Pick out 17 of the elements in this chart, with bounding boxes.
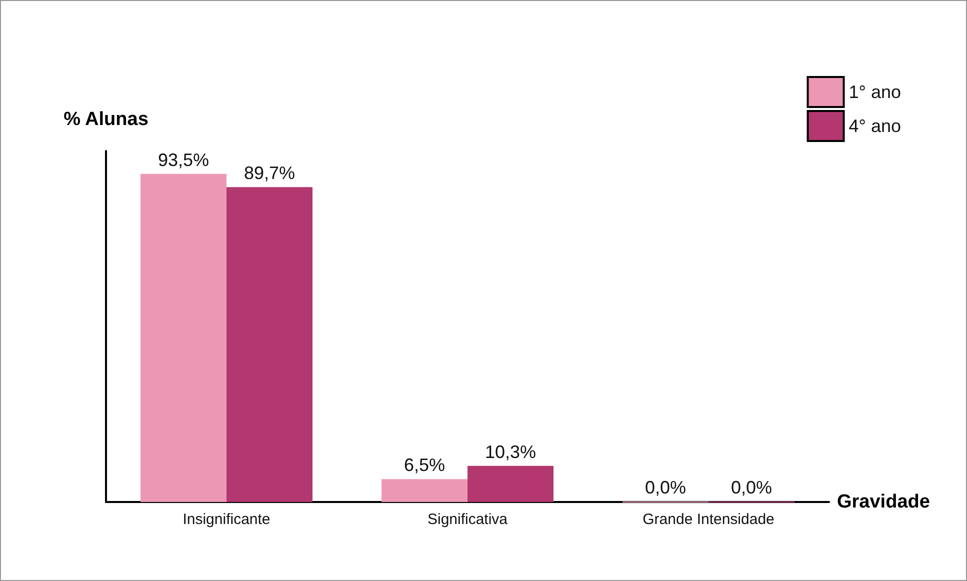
legend-label: 1° ano: [848, 82, 902, 102]
legend-label: 4° ano: [848, 116, 902, 136]
y-axis-title: % Alunas: [64, 109, 148, 130]
bar: [382, 479, 468, 502]
x-axis-title: Gravidade: [837, 492, 930, 512]
data-label: 0,0%: [730, 478, 772, 498]
data-label: 6,5%: [404, 455, 446, 476]
bar: [468, 466, 554, 502]
data-label: 93,5%: [158, 150, 210, 170]
data-label: 10,3%: [484, 442, 536, 462]
bar: [226, 187, 312, 502]
bar: [140, 174, 226, 502]
data-label: 89,7%: [244, 163, 296, 184]
x-tick-label: Grande Intensidade: [642, 511, 774, 528]
x-tick-label: Insignificante: [182, 511, 270, 528]
data-label: 0,0%: [644, 478, 686, 498]
x-tick-label: Significativa: [427, 511, 508, 528]
